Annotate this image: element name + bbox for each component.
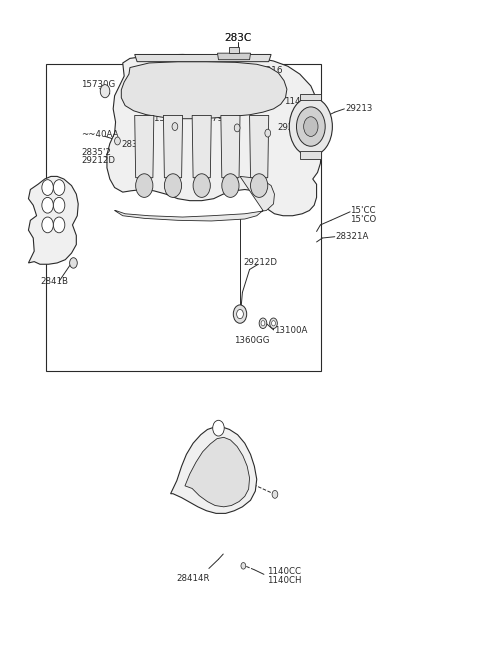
Circle shape bbox=[289, 97, 332, 156]
Circle shape bbox=[272, 321, 276, 326]
Text: 1140AA: 1140AA bbox=[284, 97, 318, 106]
Text: 29213: 29213 bbox=[144, 81, 172, 91]
Text: 13100A: 13100A bbox=[275, 326, 308, 335]
Polygon shape bbox=[300, 152, 322, 160]
Polygon shape bbox=[135, 55, 271, 62]
Circle shape bbox=[115, 137, 120, 145]
Circle shape bbox=[272, 490, 278, 498]
Text: 29212D: 29212D bbox=[81, 156, 115, 165]
Circle shape bbox=[259, 318, 267, 328]
Text: 29212B: 29212B bbox=[277, 124, 311, 132]
Circle shape bbox=[53, 197, 65, 213]
Text: 2835'2: 2835'2 bbox=[81, 148, 111, 156]
Text: 28321A: 28321A bbox=[336, 232, 369, 241]
Text: 28316: 28316 bbox=[254, 66, 283, 76]
Circle shape bbox=[42, 179, 53, 195]
Polygon shape bbox=[229, 47, 239, 53]
Circle shape bbox=[136, 173, 153, 197]
Text: 283C: 283C bbox=[224, 33, 251, 43]
Circle shape bbox=[222, 173, 239, 197]
Circle shape bbox=[53, 217, 65, 233]
Polygon shape bbox=[115, 176, 275, 221]
Circle shape bbox=[53, 179, 65, 195]
Circle shape bbox=[42, 217, 53, 233]
Polygon shape bbox=[121, 62, 287, 119]
Text: 28414R: 28414R bbox=[177, 574, 210, 583]
Text: 32795A: 32795A bbox=[202, 114, 235, 124]
Circle shape bbox=[193, 173, 210, 197]
Circle shape bbox=[297, 107, 325, 147]
Text: 29212D: 29212D bbox=[244, 258, 278, 267]
Text: 2841B: 2841B bbox=[40, 277, 68, 286]
Text: 15'CC: 15'CC bbox=[350, 206, 375, 215]
Circle shape bbox=[100, 85, 110, 98]
Polygon shape bbox=[163, 116, 182, 177]
Circle shape bbox=[265, 129, 271, 137]
Circle shape bbox=[233, 305, 247, 323]
Text: 28318: 28318 bbox=[121, 141, 149, 149]
Polygon shape bbox=[28, 176, 78, 264]
Circle shape bbox=[251, 173, 268, 197]
Circle shape bbox=[237, 309, 243, 319]
Circle shape bbox=[213, 420, 224, 436]
Circle shape bbox=[304, 117, 318, 137]
Text: 1140CC: 1140CC bbox=[267, 566, 301, 576]
Circle shape bbox=[270, 318, 277, 328]
Polygon shape bbox=[250, 116, 269, 177]
Circle shape bbox=[172, 123, 178, 131]
Text: 1360GG: 1360GG bbox=[234, 336, 270, 345]
Polygon shape bbox=[300, 94, 322, 101]
Circle shape bbox=[164, 173, 181, 197]
Circle shape bbox=[70, 258, 77, 268]
Text: 15730G: 15730G bbox=[81, 80, 115, 89]
Text: 35153: 35153 bbox=[144, 114, 171, 124]
Circle shape bbox=[261, 321, 265, 326]
Polygon shape bbox=[217, 53, 251, 60]
Polygon shape bbox=[170, 427, 257, 513]
Text: 1140AA: 1140AA bbox=[192, 81, 226, 90]
Bar bbox=[46, 64, 322, 371]
Circle shape bbox=[241, 562, 246, 569]
Polygon shape bbox=[107, 55, 322, 215]
Text: 1140CH: 1140CH bbox=[267, 576, 301, 585]
Circle shape bbox=[42, 197, 53, 213]
Polygon shape bbox=[221, 116, 240, 177]
Polygon shape bbox=[185, 438, 250, 507]
Circle shape bbox=[234, 124, 240, 132]
Text: ~~40AA: ~~40AA bbox=[81, 130, 119, 139]
Polygon shape bbox=[135, 116, 154, 177]
Text: 15'CO: 15'CO bbox=[350, 215, 376, 224]
Text: 29213: 29213 bbox=[345, 104, 372, 113]
Polygon shape bbox=[192, 116, 211, 177]
Text: 283C: 283C bbox=[224, 33, 251, 43]
